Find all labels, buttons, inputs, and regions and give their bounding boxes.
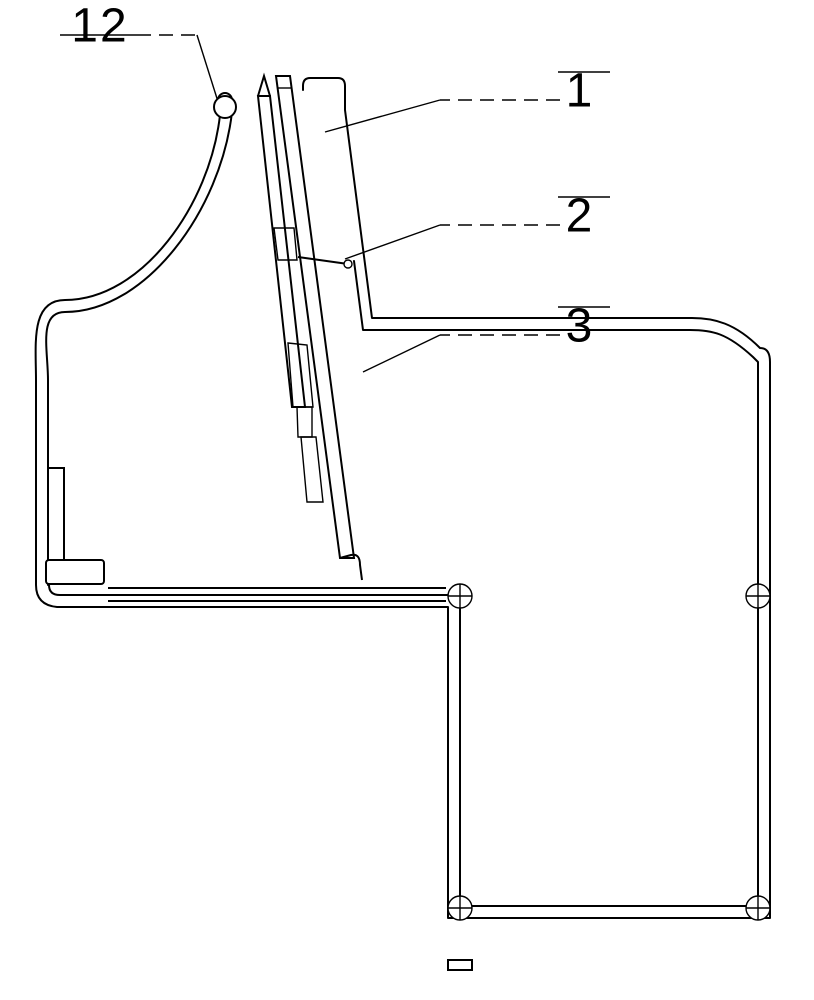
leader-l2-d (345, 225, 440, 259)
figure (36, 76, 770, 970)
leader-l1-d (325, 100, 440, 132)
leader-l12-d (197, 35, 220, 108)
label-l12: 12 (71, 0, 128, 53)
joint-stroke-2 (48, 468, 64, 478)
label-l1: 1 (566, 65, 595, 118)
labels-group: 12123 (71, 0, 594, 353)
label-l3: 3 (566, 300, 595, 353)
locking-pin-knob (344, 260, 352, 268)
inner-column-band-2 (301, 437, 323, 502)
seat-base-block (46, 560, 104, 584)
label-l2: 2 (566, 190, 595, 243)
foot-cap (448, 960, 472, 970)
leaders-group (60, 35, 610, 372)
leader-l3-d (363, 335, 440, 372)
inner-column-band-3 (297, 407, 312, 437)
hook-pivot (214, 96, 236, 118)
frame-outer (46, 93, 758, 906)
frame-inner (36, 78, 770, 918)
inner-column-tip (258, 76, 270, 96)
